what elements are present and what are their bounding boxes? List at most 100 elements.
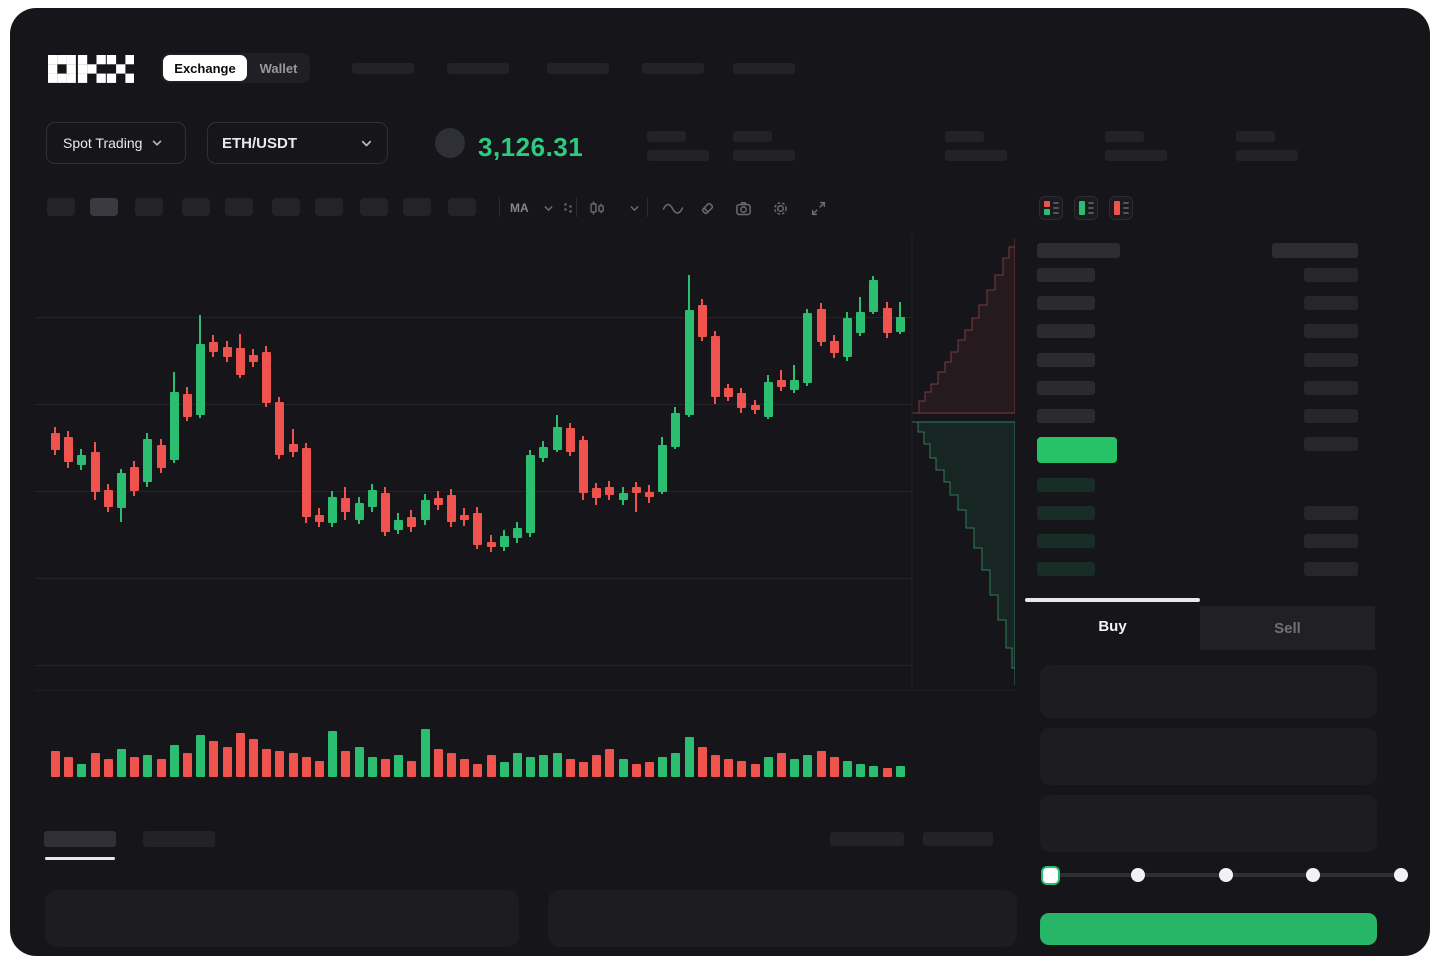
pair-dropdown[interactable]: ETH/USDT <box>207 122 388 164</box>
line-wave-icon[interactable] <box>660 198 686 218</box>
ma-indicator-label[interactable]: MA <box>510 201 529 215</box>
candle <box>367 490 377 507</box>
timeframe-button[interactable] <box>315 198 343 216</box>
bottom-action-placeholder[interactable] <box>830 832 904 846</box>
volume-bar <box>367 757 377 777</box>
volume-bar <box>90 753 100 777</box>
slider-stop[interactable] <box>1130 868 1145 882</box>
icon-line <box>1053 212 1059 214</box>
candle <box>446 495 456 522</box>
stat-label-placeholder <box>733 131 772 142</box>
bid-row-price[interactable] <box>1037 478 1095 492</box>
slider-handle[interactable] <box>1041 865 1060 885</box>
gridline <box>35 491 912 492</box>
volume-bar <box>235 733 245 777</box>
measure-tag-icon[interactable] <box>697 198 717 218</box>
candle <box>512 528 522 538</box>
icon-line <box>1123 202 1129 204</box>
stat-value-placeholder <box>945 150 1007 161</box>
expand-icon[interactable] <box>808 198 828 218</box>
handle-dots-icon[interactable] <box>558 198 578 218</box>
volume-bar <box>565 759 575 777</box>
divider <box>499 197 500 217</box>
timeframe-button[interactable] <box>135 198 163 216</box>
price-chart[interactable] <box>35 235 1015 780</box>
candle <box>750 405 760 410</box>
amount-slider[interactable] <box>1041 865 1408 885</box>
volume-bar <box>499 762 509 777</box>
timeframe-button[interactable] <box>90 198 118 216</box>
order-input-field[interactable] <box>1040 728 1377 785</box>
submit-buy-button[interactable] <box>1040 913 1377 945</box>
volume-bar <box>776 753 786 777</box>
candle <box>591 488 601 498</box>
candle <box>684 310 694 415</box>
nav-item-placeholder[interactable] <box>733 63 795 74</box>
volume-bar <box>802 755 812 777</box>
candle <box>208 342 218 352</box>
gear-icon[interactable] <box>770 198 790 218</box>
bids-only-icon[interactable] <box>1074 196 1098 220</box>
volume-bar <box>340 751 350 777</box>
slider-stop[interactable] <box>1394 868 1408 882</box>
wallet-tab[interactable]: Wallet <box>247 61 310 76</box>
combined-book-icon[interactable] <box>1039 196 1063 220</box>
candle <box>156 445 166 468</box>
market-type-dropdown[interactable]: Spot Trading <box>46 122 186 164</box>
timeframe-button[interactable] <box>225 198 253 216</box>
candle <box>499 536 509 547</box>
bid-row-amount <box>1304 534 1358 548</box>
ask-row-price[interactable] <box>1037 353 1095 367</box>
candle-type-icon[interactable] <box>587 198 607 218</box>
ask-row-price[interactable] <box>1037 324 1095 338</box>
chevron-down-icon <box>153 140 162 146</box>
candle <box>776 380 786 387</box>
order-input-field[interactable] <box>1040 665 1377 718</box>
timeframe-button[interactable] <box>272 198 300 216</box>
volume-bar <box>684 737 694 777</box>
timeframe-button[interactable] <box>360 198 388 216</box>
timeframe-button[interactable] <box>47 198 75 216</box>
nav-item-placeholder[interactable] <box>642 63 704 74</box>
order-input-field[interactable] <box>1040 795 1377 852</box>
volume-bar <box>829 757 839 777</box>
slider-stop[interactable] <box>1218 868 1233 882</box>
tab-buy[interactable]: Buy <box>1025 602 1200 650</box>
exchange-tab[interactable]: Exchange <box>163 55 247 81</box>
bid-row-price[interactable] <box>1037 562 1095 576</box>
divider <box>647 197 648 217</box>
timeframe-button[interactable] <box>182 198 210 216</box>
volume-bar <box>538 755 548 777</box>
candle <box>327 497 337 523</box>
bid-row-price[interactable] <box>1037 506 1095 520</box>
ask-row-price[interactable] <box>1037 268 1095 282</box>
chevron-down-icon[interactable] <box>624 198 644 218</box>
bid-row-price[interactable] <box>1037 534 1095 548</box>
candle <box>552 427 562 450</box>
slider-stop[interactable] <box>1306 868 1321 882</box>
volume-bar <box>670 753 680 777</box>
timeframe-button[interactable] <box>448 198 476 216</box>
nav-item-placeholder[interactable] <box>447 63 509 74</box>
okx-logo-icon <box>48 55 134 83</box>
volume-bar <box>222 747 232 777</box>
bottom-tab-placeholder[interactable] <box>143 831 215 847</box>
bottom-tab-placeholder[interactable] <box>44 831 116 847</box>
ask-row-price[interactable] <box>1037 409 1095 423</box>
volume-bar <box>644 762 654 777</box>
nav-item-placeholder[interactable] <box>352 63 414 74</box>
ask-row-price[interactable] <box>1037 381 1095 395</box>
tab-sell[interactable]: Sell <box>1200 606 1375 650</box>
candle <box>433 498 443 505</box>
chevron-down-icon[interactable] <box>538 198 558 218</box>
camera-icon[interactable] <box>733 198 753 218</box>
orderbook-header-left <box>1037 243 1120 258</box>
ask-row-price[interactable] <box>1037 296 1095 310</box>
candle <box>538 447 548 458</box>
candle <box>723 388 733 397</box>
timeframe-button[interactable] <box>403 198 431 216</box>
nav-item-placeholder[interactable] <box>547 63 609 74</box>
asks-only-icon[interactable] <box>1109 196 1133 220</box>
bottom-action-placeholder[interactable] <box>923 832 993 846</box>
volume-bar <box>816 751 826 777</box>
